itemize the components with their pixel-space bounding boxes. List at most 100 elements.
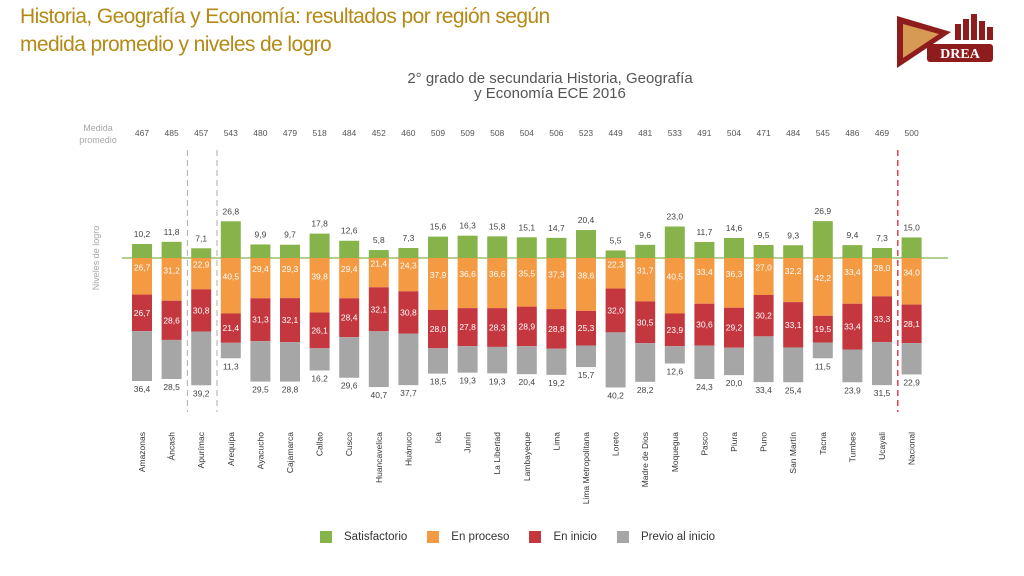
drea-logo: DREA <box>897 14 993 68</box>
label-satisfactorio: 15,8 <box>489 221 506 231</box>
bar-en-proceso <box>161 258 182 301</box>
bar-previo-al-inicio <box>191 331 212 386</box>
label-en-inicio: 30,8 <box>400 307 417 317</box>
label-previo-al-inicio: 28,5 <box>163 382 180 392</box>
label-en-proceso: 22,9 <box>193 260 210 270</box>
label-en-proceso: 28,0 <box>874 263 891 273</box>
label-satisfactorio: 14,6 <box>726 223 743 233</box>
bar-en-proceso <box>872 258 892 297</box>
label-satisfactorio: 16,3 <box>459 221 476 231</box>
bar-previo-al-inicio <box>368 331 389 388</box>
legend-swatch <box>320 531 332 543</box>
label-previo-al-inicio: 31,5 <box>874 388 891 398</box>
bar-previo-al-inicio <box>280 342 300 382</box>
label-en-proceso: 40,5 <box>223 272 240 282</box>
category-label: Tumbes <box>847 432 857 462</box>
legend-swatch <box>427 531 440 543</box>
medida-promedio-value: 484 <box>786 128 800 138</box>
medida-promedio-value: 523 <box>579 128 593 138</box>
label-satisfactorio: 12,6 <box>341 226 358 236</box>
bar-previo-al-inicio <box>546 348 567 375</box>
legend-label: En inicio <box>553 531 597 543</box>
label-en-proceso: 36,3 <box>726 269 743 279</box>
label-en-inicio: 32,0 <box>607 305 624 315</box>
bar-en-inicio <box>280 298 300 343</box>
label-en-proceso: 27,0 <box>755 262 772 272</box>
label-en-inicio: 26,7 <box>134 308 151 318</box>
page-title-line-1: Historia, Geografía y Economía: resultad… <box>20 5 550 28</box>
medida-promedio-value: 543 <box>224 128 238 138</box>
medida-promedio-value: 504 <box>727 128 741 138</box>
medida-promedio-value: 484 <box>342 128 356 138</box>
medida-promedio-value: 509 <box>461 128 475 138</box>
bar-en-proceso <box>250 258 271 299</box>
label-en-inicio: 19,5 <box>815 324 832 334</box>
bar-en-inicio <box>812 315 833 343</box>
category-label: Madre de Dios <box>640 432 650 487</box>
label-previo-al-inicio: 19,3 <box>489 376 506 386</box>
category-label: Loreto <box>611 432 621 456</box>
bar-en-inicio <box>635 301 656 344</box>
label-en-proceso: 29,3 <box>282 264 299 274</box>
bar-satisfactorio <box>576 230 596 258</box>
medida-promedio-value: 491 <box>697 128 711 138</box>
bar-previo-al-inicio <box>339 337 360 378</box>
chart-subtitle: 2° grado de secundaria Historia, Geograf… <box>330 71 770 101</box>
label-previo-al-inicio: 29,6 <box>341 381 358 391</box>
bar-previo-al-inicio <box>724 347 744 376</box>
medida-promedio-value: 508 <box>490 128 504 138</box>
page-title: Historia, Geografía y Economía: resultad… <box>20 3 740 59</box>
bar-en-inicio <box>220 313 241 343</box>
category-label: Junín <box>463 432 473 453</box>
label-satisfactorio: 7,3 <box>402 233 414 243</box>
medida-promedio-value: 457 <box>194 128 208 138</box>
bar-en-proceso <box>812 258 833 316</box>
label-previo-al-inicio: 16,2 <box>311 373 328 383</box>
category-label: Ucayali <box>877 432 887 460</box>
legend-item: En inicio <box>529 531 597 543</box>
category-label: Huancavelica <box>374 432 384 483</box>
label-previo-al-inicio: 39,2 <box>193 388 210 398</box>
medida-promedio-value: 485 <box>165 128 179 138</box>
bar-satisfactorio <box>398 247 419 258</box>
logo-bar-2 <box>963 19 969 40</box>
category-label: La Libertad <box>492 432 502 475</box>
label-en-inicio: 28,1 <box>903 319 920 329</box>
bar-previo-al-inicio <box>428 348 448 374</box>
medida-promedio-value: 449 <box>609 128 623 138</box>
bar-en-inicio <box>428 309 448 349</box>
label-satisfactorio: 9,7 <box>284 230 296 240</box>
label-satisfactorio: 14,7 <box>548 223 565 233</box>
bar-previo-al-inicio <box>812 342 833 359</box>
label-en-proceso: 36,6 <box>459 269 476 279</box>
bar-satisfactorio <box>724 237 744 258</box>
bar-en-proceso <box>546 258 567 310</box>
bar-satisfactorio <box>783 245 804 258</box>
category-label: San Martín <box>788 432 798 474</box>
category-label: Callao <box>315 432 325 456</box>
bar-satisfactorio <box>753 244 774 258</box>
medida-promedio-value: 486 <box>845 128 859 138</box>
label-previo-al-inicio: 23,9 <box>844 385 861 395</box>
category-label: Cusco <box>344 432 354 456</box>
label-en-proceso: 38,6 <box>578 270 595 280</box>
label-en-proceso: 33,4 <box>696 267 713 277</box>
label-previo-al-inicio: 12,6 <box>667 366 684 376</box>
medida-promedio-value: 471 <box>757 128 771 138</box>
label-en-inicio: 28,9 <box>519 321 536 331</box>
label-en-inicio: 27,8 <box>459 322 476 332</box>
medida-promedio-value: 518 <box>313 128 327 138</box>
bar-satisfactorio <box>428 236 448 258</box>
bar-en-proceso <box>487 258 508 309</box>
label-en-inicio: 33,1 <box>785 320 802 330</box>
legend-item: En proceso <box>427 531 509 543</box>
bar-previo-al-inicio <box>250 341 271 382</box>
legend-swatch <box>616 531 629 543</box>
label-en-inicio: 30,8 <box>193 305 210 315</box>
bar-en-proceso <box>635 258 656 302</box>
legend-item: Previo al inicio <box>616 531 715 543</box>
bar-satisfactorio <box>901 237 922 258</box>
bar-en-proceso <box>694 258 715 304</box>
bar-satisfactorio <box>132 244 152 258</box>
category-label: Pasco <box>699 432 709 456</box>
